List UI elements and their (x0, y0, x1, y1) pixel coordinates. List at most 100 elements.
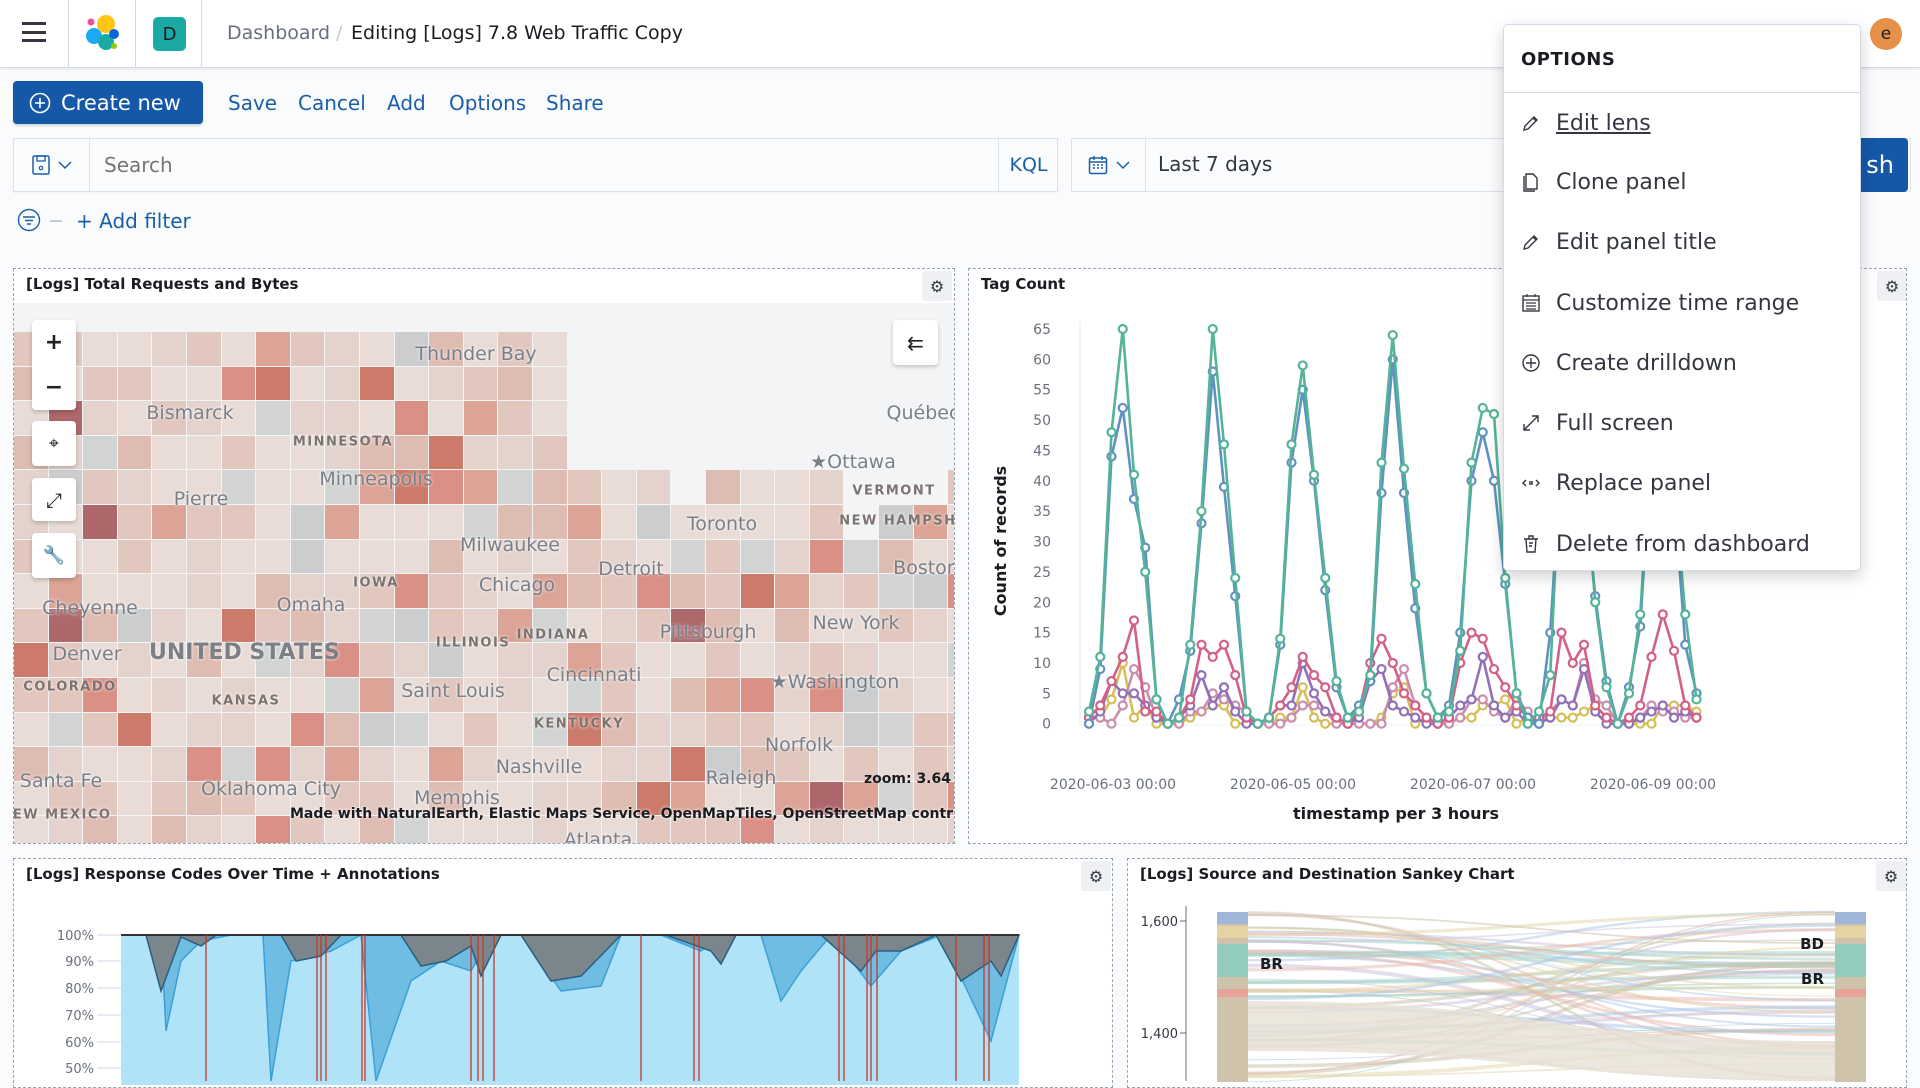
sankey-link[interactable] (1247, 985, 1836, 993)
data-point[interactable] (1365, 670, 1376, 681)
data-point[interactable] (1421, 712, 1432, 723)
data-point[interactable] (1590, 597, 1601, 608)
data-point[interactable] (1635, 712, 1646, 723)
data-point[interactable] (1623, 712, 1635, 723)
data-point[interactable] (1578, 706, 1590, 717)
data-point[interactable] (1477, 694, 1488, 705)
data-point[interactable] (1500, 682, 1511, 693)
quick-select-button[interactable] (1072, 139, 1146, 191)
data-point[interactable] (1533, 706, 1545, 717)
data-point[interactable] (1196, 506, 1207, 517)
data-point[interactable] (1646, 706, 1657, 717)
data-point[interactable] (1500, 572, 1511, 584)
add-link[interactable]: Add (387, 91, 426, 115)
sankey-node[interactable] (1217, 989, 1248, 997)
data-point[interactable] (1320, 706, 1331, 717)
data-point[interactable] (1668, 712, 1680, 723)
data-point[interactable] (1398, 463, 1410, 474)
panel-options-gear-icon[interactable]: ⚙ (922, 271, 952, 301)
data-point[interactable] (1275, 633, 1286, 644)
sankey-link[interactable] (1247, 939, 1836, 954)
sankey-link[interactable] (1247, 911, 1836, 1075)
sankey-node[interactable] (1217, 912, 1248, 924)
data-point[interactable] (1308, 688, 1320, 699)
locate-button[interactable]: ⌖ (32, 421, 76, 466)
data-point[interactable] (1140, 706, 1151, 717)
data-point[interactable] (1151, 706, 1162, 717)
data-point[interactable] (1230, 706, 1241, 717)
data-point[interactable] (1117, 651, 1128, 663)
data-point[interactable] (1387, 682, 1398, 693)
sankey-node[interactable] (1217, 944, 1248, 977)
kql-toggle[interactable]: KQL (998, 139, 1058, 191)
data-point[interactable] (1286, 712, 1297, 723)
sankey-link[interactable] (1247, 928, 1836, 972)
data-point[interactable] (1511, 718, 1522, 729)
data-point[interactable] (1275, 700, 1286, 711)
cancel-link[interactable]: Cancel (298, 91, 366, 115)
data-point[interactable] (1556, 712, 1567, 723)
data-point[interactable] (1635, 700, 1646, 711)
data-point[interactable] (1556, 694, 1567, 705)
data-point[interactable] (1140, 566, 1151, 577)
menu-item-replace-panel[interactable]: Replace panel (1504, 463, 1860, 503)
data-point[interactable] (1207, 700, 1218, 711)
data-point[interactable] (1466, 712, 1477, 723)
sankey-link[interactable] (1248, 1001, 1835, 1081)
user-avatar[interactable]: e (1870, 18, 1902, 50)
data-point[interactable] (1443, 706, 1455, 717)
data-point[interactable] (1083, 718, 1095, 729)
data-point[interactable] (1567, 657, 1578, 669)
data-point[interactable] (1173, 712, 1185, 723)
add-filter-button[interactable]: + Add filter (76, 209, 191, 233)
data-point[interactable] (1466, 627, 1477, 638)
data-point[interactable] (1623, 688, 1635, 699)
data-point[interactable] (1196, 706, 1207, 717)
data-point[interactable] (1185, 639, 1196, 650)
sankey-node[interactable] (1835, 944, 1866, 977)
data-point[interactable] (1297, 682, 1308, 693)
menu-item-customize-time-range[interactable]: Customize time range (1504, 283, 1860, 323)
data-point[interactable] (1207, 651, 1218, 663)
sankey-node[interactable] (1835, 912, 1866, 924)
data-point[interactable] (1376, 633, 1387, 644)
data-point[interactable] (1331, 676, 1342, 687)
data-point[interactable] (1410, 578, 1421, 590)
data-point[interactable] (1646, 718, 1657, 729)
data-point[interactable] (1230, 718, 1241, 729)
search-input[interactable] (104, 151, 904, 179)
data-point[interactable] (1095, 700, 1106, 711)
zoom-out-button[interactable]: − (44, 375, 64, 400)
sankey-node[interactable] (1217, 926, 1248, 938)
data-point[interactable] (1668, 645, 1680, 656)
sankey-node[interactable] (1835, 926, 1866, 938)
data-point[interactable] (1083, 706, 1095, 717)
data-point[interactable] (1455, 700, 1466, 711)
data-point[interactable] (1488, 700, 1500, 711)
data-point[interactable] (1365, 718, 1376, 729)
zoom-in-button[interactable]: + (44, 330, 64, 355)
share-link[interactable]: Share (546, 91, 604, 115)
data-point[interactable] (1320, 572, 1331, 584)
data-point[interactable] (1567, 712, 1578, 723)
data-point[interactable] (1387, 657, 1398, 669)
menu-item-full-screen[interactable]: Full screen (1504, 403, 1860, 443)
data-point[interactable] (1308, 712, 1320, 723)
data-point[interactable] (1376, 457, 1387, 468)
panel-options-gear-icon[interactable]: ⚙ (1876, 861, 1906, 891)
data-point[interactable] (1601, 682, 1612, 693)
data-point[interactable] (1466, 694, 1477, 705)
sankey-link[interactable] (1247, 936, 1836, 975)
data-point[interactable] (1151, 694, 1162, 705)
data-point[interactable] (1522, 718, 1533, 729)
data-point[interactable] (1477, 427, 1488, 438)
data-point[interactable] (1128, 469, 1140, 480)
data-point[interactable] (1477, 651, 1488, 663)
data-point[interactable] (1398, 688, 1410, 699)
data-point[interactable] (1297, 651, 1308, 663)
data-point[interactable] (1612, 718, 1623, 729)
save-link[interactable]: Save (228, 91, 278, 115)
data-point[interactable] (1162, 718, 1173, 729)
sankey-link[interactable] (1247, 913, 1836, 1083)
data-point[interactable] (1455, 645, 1466, 656)
